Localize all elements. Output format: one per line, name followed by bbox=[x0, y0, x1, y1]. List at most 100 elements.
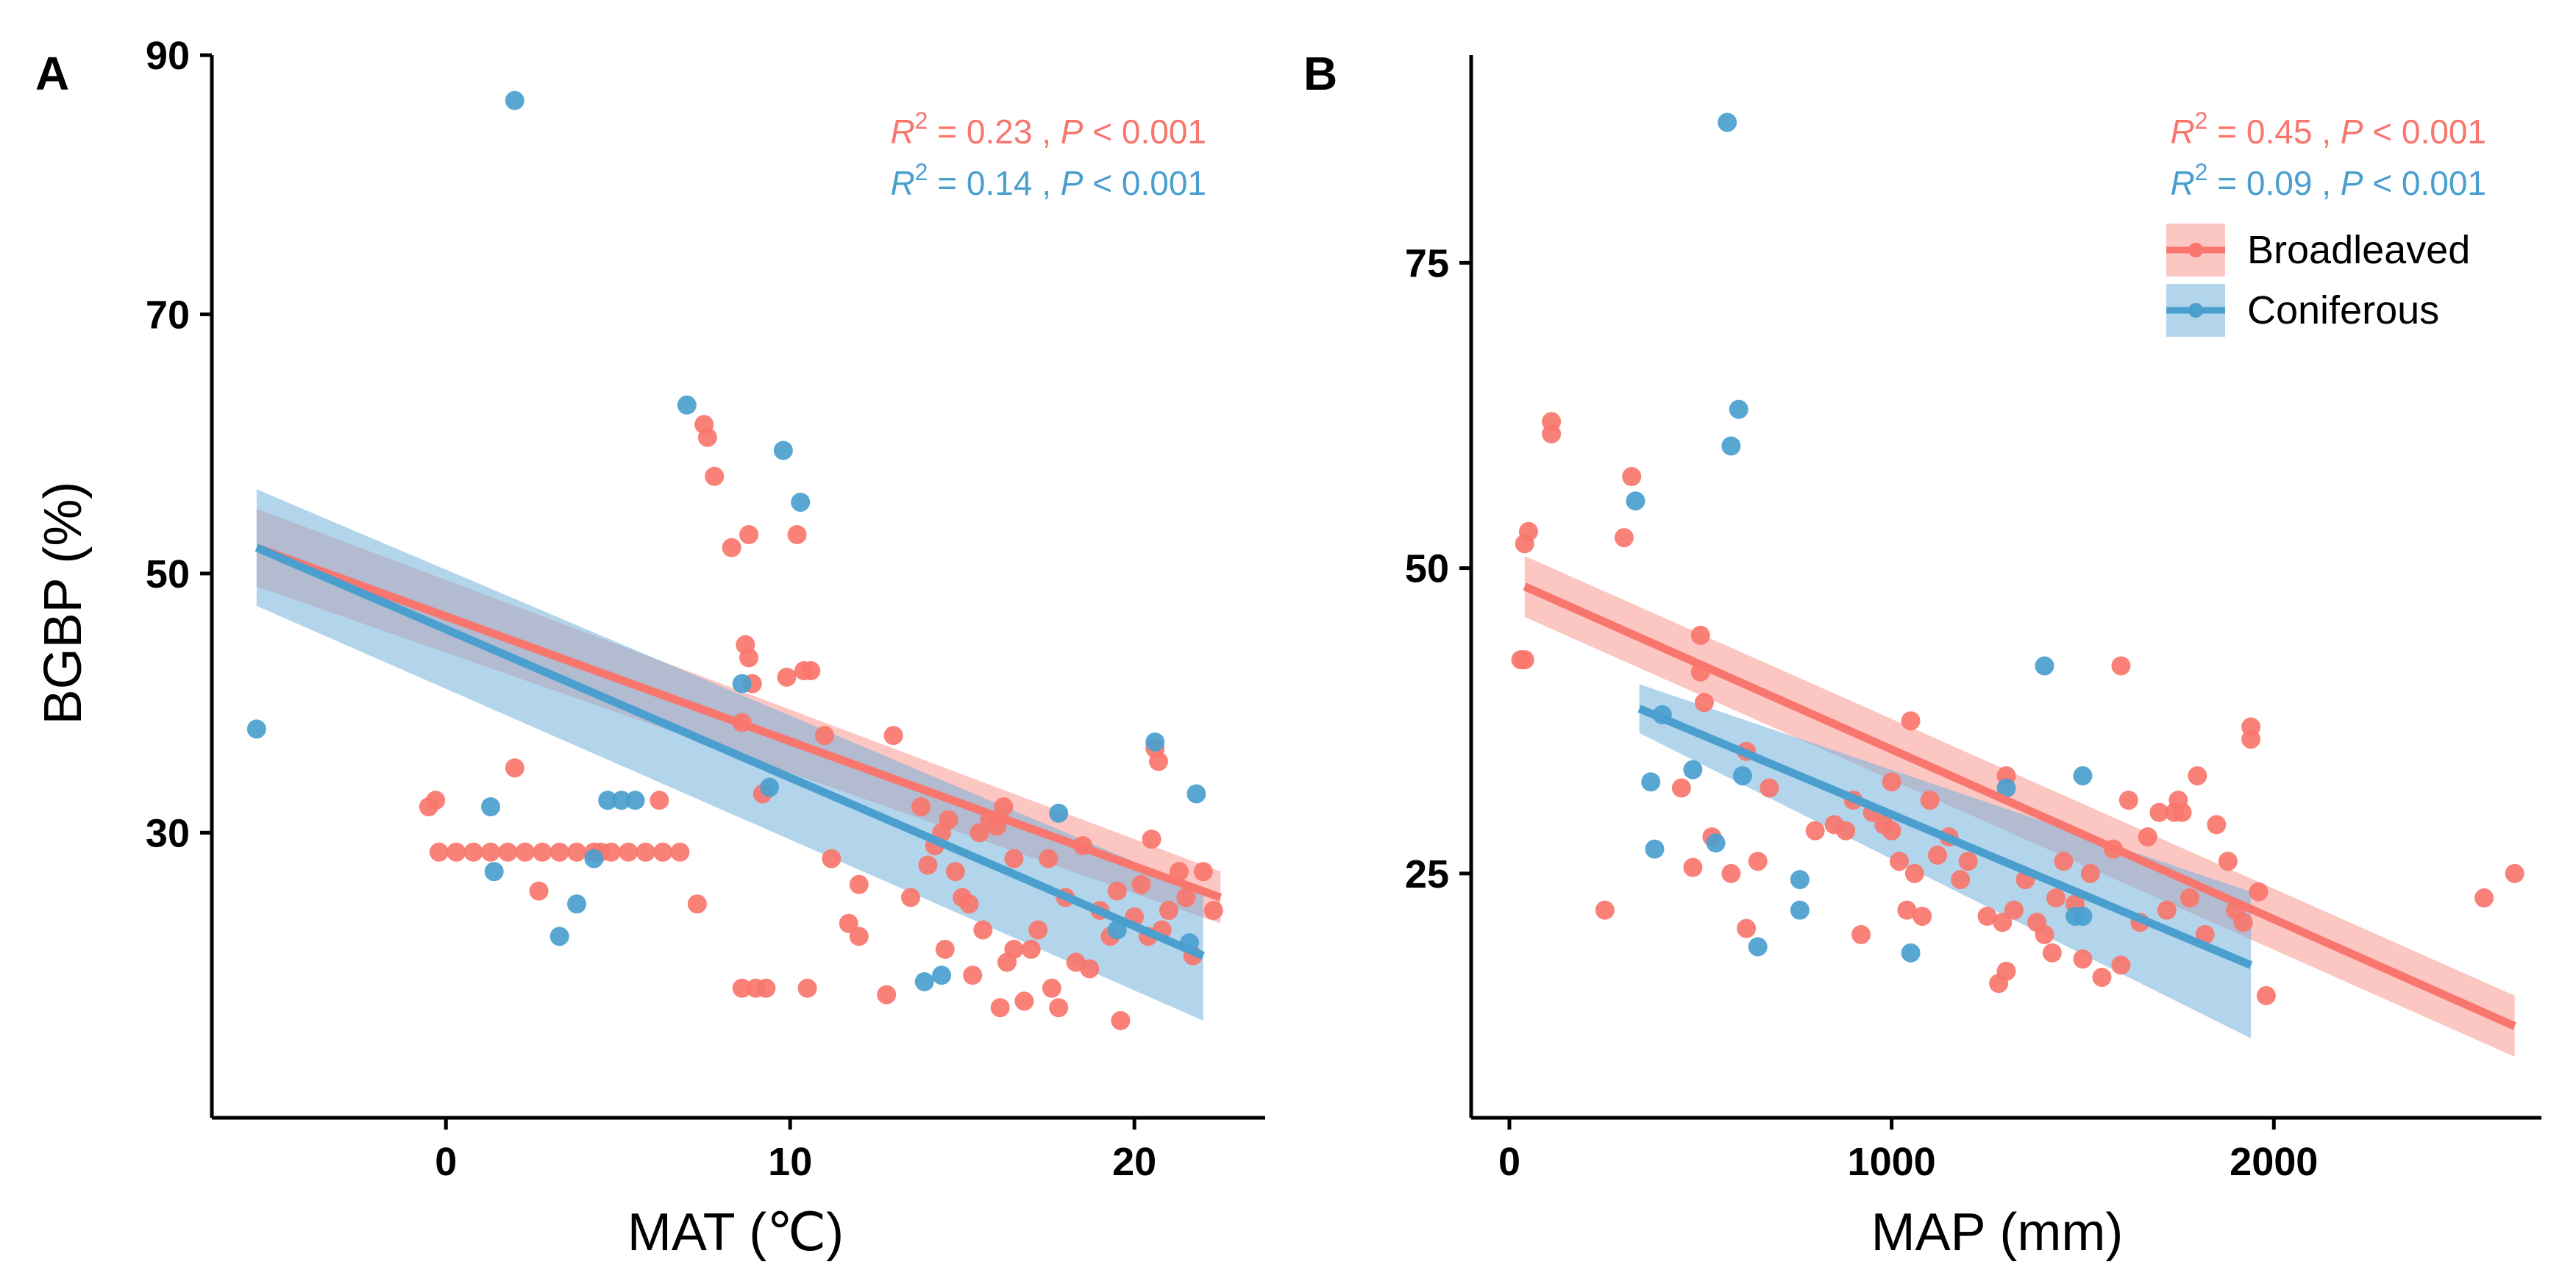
panel-b-y-tick-label: 50 bbox=[1405, 547, 1449, 591]
panel-a-broadleaved-point bbox=[705, 466, 725, 486]
panel-b-coniferous-point bbox=[2073, 906, 2093, 926]
p-value: < 0.001 bbox=[1083, 164, 1206, 202]
panel-a-broadleaved-point bbox=[1142, 830, 1161, 849]
panel-a-broadleaved-point bbox=[1014, 991, 1034, 1011]
panel-a-broadleaved-point bbox=[822, 849, 842, 869]
panel-a-x-axis-title: MAT (℃) bbox=[627, 1203, 844, 1262]
panel-a-coniferous-point bbox=[611, 791, 631, 810]
panel-a-broadleaved-point bbox=[1039, 849, 1058, 869]
panel-a-broadleaved-point bbox=[619, 842, 638, 862]
panel-b-broadleaved-point bbox=[2046, 888, 2066, 908]
panel-b-broadleaved-point bbox=[1951, 870, 1971, 890]
p-symbol: P bbox=[1061, 164, 1084, 202]
panel-a-broadleaved-point bbox=[653, 842, 673, 862]
panel-a-broadleaved-point bbox=[994, 797, 1014, 817]
panel-a-coniferous-point bbox=[567, 894, 587, 914]
panel-a-y-tick-label: 90 bbox=[146, 34, 190, 78]
panel-b-ticks: 0 1000 2000 25 50 75 bbox=[1405, 241, 2318, 1184]
panel-a-axes bbox=[210, 55, 1265, 1120]
panel-b-coniferous-point bbox=[1706, 833, 1726, 853]
p-symbol: P bbox=[2341, 113, 2363, 151]
panel-b-coniferous-point bbox=[1748, 937, 1768, 957]
panel-a-broadleaved-point bbox=[1193, 862, 1213, 882]
panel-b-x-tick-label: 0 bbox=[1498, 1140, 1520, 1184]
panel-b-broadleaved-point bbox=[1760, 778, 1779, 798]
legend-broadleaved-label: Broadleaved bbox=[2247, 228, 2470, 272]
panel-b-broadleaved-point bbox=[2118, 791, 2138, 810]
panel-a-y-tick-label: 50 bbox=[146, 552, 190, 596]
panel-a-broadleaved-point bbox=[481, 842, 501, 862]
p-symbol: P bbox=[1061, 113, 1084, 151]
panel-a-broadleaved-point bbox=[877, 985, 897, 1005]
panel-a-broadleaved-point bbox=[650, 791, 669, 810]
panel-a-broadleaved-point bbox=[505, 758, 524, 778]
panel-a-coniferous-fit-line bbox=[255, 543, 1205, 960]
panel-a-coniferous-point bbox=[484, 862, 504, 882]
panel-b-x-tick-label: 2000 bbox=[2230, 1140, 2318, 1184]
panel-b-broadleaved-point bbox=[1890, 852, 1909, 871]
panel-b-broadleaved-point bbox=[1721, 863, 1741, 883]
panel-b-broadleaved-point bbox=[1595, 900, 1615, 920]
panel-a-broadleaved-point bbox=[1159, 901, 1178, 921]
r-superscript: 2 bbox=[915, 159, 928, 185]
panel-b-coniferous-point bbox=[1996, 778, 2016, 798]
panel-a-broadleaved-point bbox=[1004, 849, 1024, 869]
panel-b-broadleaved-point bbox=[2188, 766, 2207, 785]
panel-b-broadleaved-point bbox=[2180, 888, 2199, 908]
p-value: < 0.001 bbox=[1083, 113, 1206, 151]
panel-b-coniferous-point bbox=[2035, 656, 2054, 676]
panel-b-broadleaved-point bbox=[1996, 961, 2016, 981]
panel-a-broadleaved-point bbox=[670, 842, 690, 862]
panel-b-broadleaved-point bbox=[2035, 924, 2054, 944]
panel-a-coniferous-point bbox=[584, 849, 604, 869]
r-symbol: R bbox=[2170, 113, 2194, 151]
panel-b-broadleaved-point bbox=[1805, 821, 1825, 841]
r-symbol: R bbox=[890, 164, 914, 202]
panel-a-broadleaved-point bbox=[1131, 874, 1151, 894]
panel-a-coniferous-point bbox=[625, 791, 645, 810]
panel-a-broadleaved-point bbox=[797, 978, 817, 998]
panel-a-broadleaved-point bbox=[1021, 939, 1041, 959]
panel-b-broadleaved-point bbox=[1671, 778, 1691, 798]
r-symbol: R bbox=[890, 113, 914, 151]
panel-a-coniferous-point bbox=[1186, 784, 1206, 804]
panel-a-coniferous-point bbox=[914, 971, 934, 991]
panel-b-coniferous-stat-label: R2 = 0.09 , P < 0.001 bbox=[2170, 159, 2486, 202]
panel-a-broadleaved-point bbox=[1028, 920, 1048, 940]
panel-b-x-tick-label: 1000 bbox=[1848, 1140, 1936, 1184]
panel-b-coniferous-point bbox=[1790, 900, 1810, 920]
panel-b-broadleaved-point bbox=[2073, 949, 2093, 969]
panel-b-broadleaved-point bbox=[1897, 900, 1917, 920]
panel-a-broadleaved-point bbox=[446, 842, 466, 862]
panel-b-broadleaved-point bbox=[1920, 791, 1940, 810]
panel-a-broadleaved-point bbox=[722, 538, 741, 557]
panel-a-y-axis-title: BGBP (%) bbox=[34, 482, 93, 725]
r-symbol: R bbox=[2170, 164, 2194, 202]
panel-a-broadleaved-point bbox=[911, 797, 931, 817]
panel-a-broadleaved-stat-label: R2 = 0.23 , P < 0.001 bbox=[890, 107, 1206, 151]
panel-b-broadleaved-fit-line bbox=[1523, 582, 2516, 1030]
panel-b-broadleaved-point bbox=[1748, 852, 1768, 871]
r-superscript: 2 bbox=[2195, 159, 2208, 185]
panel-b-broadleaved-point bbox=[2195, 924, 2215, 944]
p-value: < 0.001 bbox=[2363, 113, 2486, 151]
panel-b-broadleaved-point bbox=[2138, 827, 2157, 846]
panel-a-y-tick-label: 70 bbox=[146, 293, 190, 337]
panel-b-broadleaved-point bbox=[2054, 852, 2074, 871]
panel-a-broadleaved-point bbox=[900, 888, 920, 907]
legend-coniferous-key-point bbox=[2188, 303, 2203, 318]
panel-b-broadleaved-point bbox=[1913, 906, 1932, 926]
panel-b-coniferous-point bbox=[1729, 399, 1748, 419]
panel-b-broadleaved-point bbox=[1901, 711, 1921, 731]
panel-a-ticks: 0 10 20 30 50 70 90 bbox=[146, 34, 1156, 1184]
panel-a-broadleaved-point bbox=[1176, 888, 1196, 907]
panel-b-broadleaved-point bbox=[2111, 656, 2131, 676]
panel-b-coniferous-point bbox=[1901, 943, 1921, 963]
panel-a-x-tick-label: 20 bbox=[1112, 1140, 1156, 1184]
panel-a-broadleaved-point bbox=[1004, 939, 1024, 959]
panel-b-broadleaved-point bbox=[1690, 625, 1710, 645]
panel-b-broadleaved-point bbox=[1882, 772, 1901, 792]
